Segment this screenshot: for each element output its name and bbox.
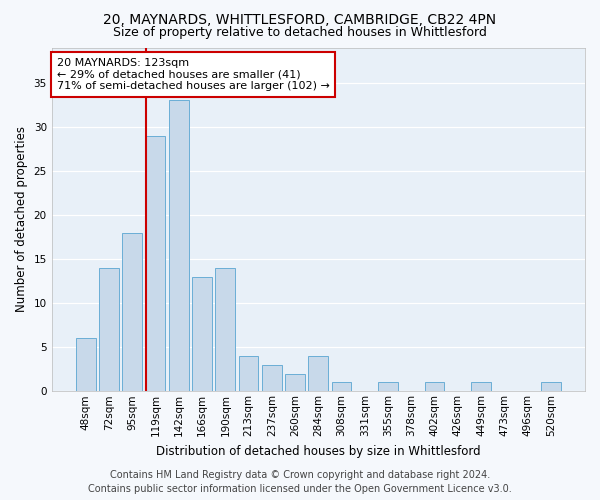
Bar [76, 338, 95, 392]
Bar [308, 356, 328, 392]
Text: Contains HM Land Registry data © Crown copyright and database right 2024.
Contai: Contains HM Land Registry data © Crown c… [88, 470, 512, 494]
Bar [378, 382, 398, 392]
Bar [192, 276, 212, 392]
Bar [285, 374, 305, 392]
Bar [471, 382, 491, 392]
Bar [425, 382, 445, 392]
Bar [262, 365, 282, 392]
Bar [239, 356, 259, 392]
Bar [146, 136, 166, 392]
Bar [169, 100, 188, 392]
Y-axis label: Number of detached properties: Number of detached properties [15, 126, 28, 312]
Bar [541, 382, 561, 392]
X-axis label: Distribution of detached houses by size in Whittlesford: Distribution of detached houses by size … [156, 444, 481, 458]
Text: 20, MAYNARDS, WHITTLESFORD, CAMBRIDGE, CB22 4PN: 20, MAYNARDS, WHITTLESFORD, CAMBRIDGE, C… [103, 12, 497, 26]
Bar [332, 382, 352, 392]
Text: Size of property relative to detached houses in Whittlesford: Size of property relative to detached ho… [113, 26, 487, 39]
Bar [99, 268, 119, 392]
Text: 20 MAYNARDS: 123sqm
← 29% of detached houses are smaller (41)
71% of semi-detach: 20 MAYNARDS: 123sqm ← 29% of detached ho… [57, 58, 330, 91]
Bar [122, 232, 142, 392]
Bar [215, 268, 235, 392]
